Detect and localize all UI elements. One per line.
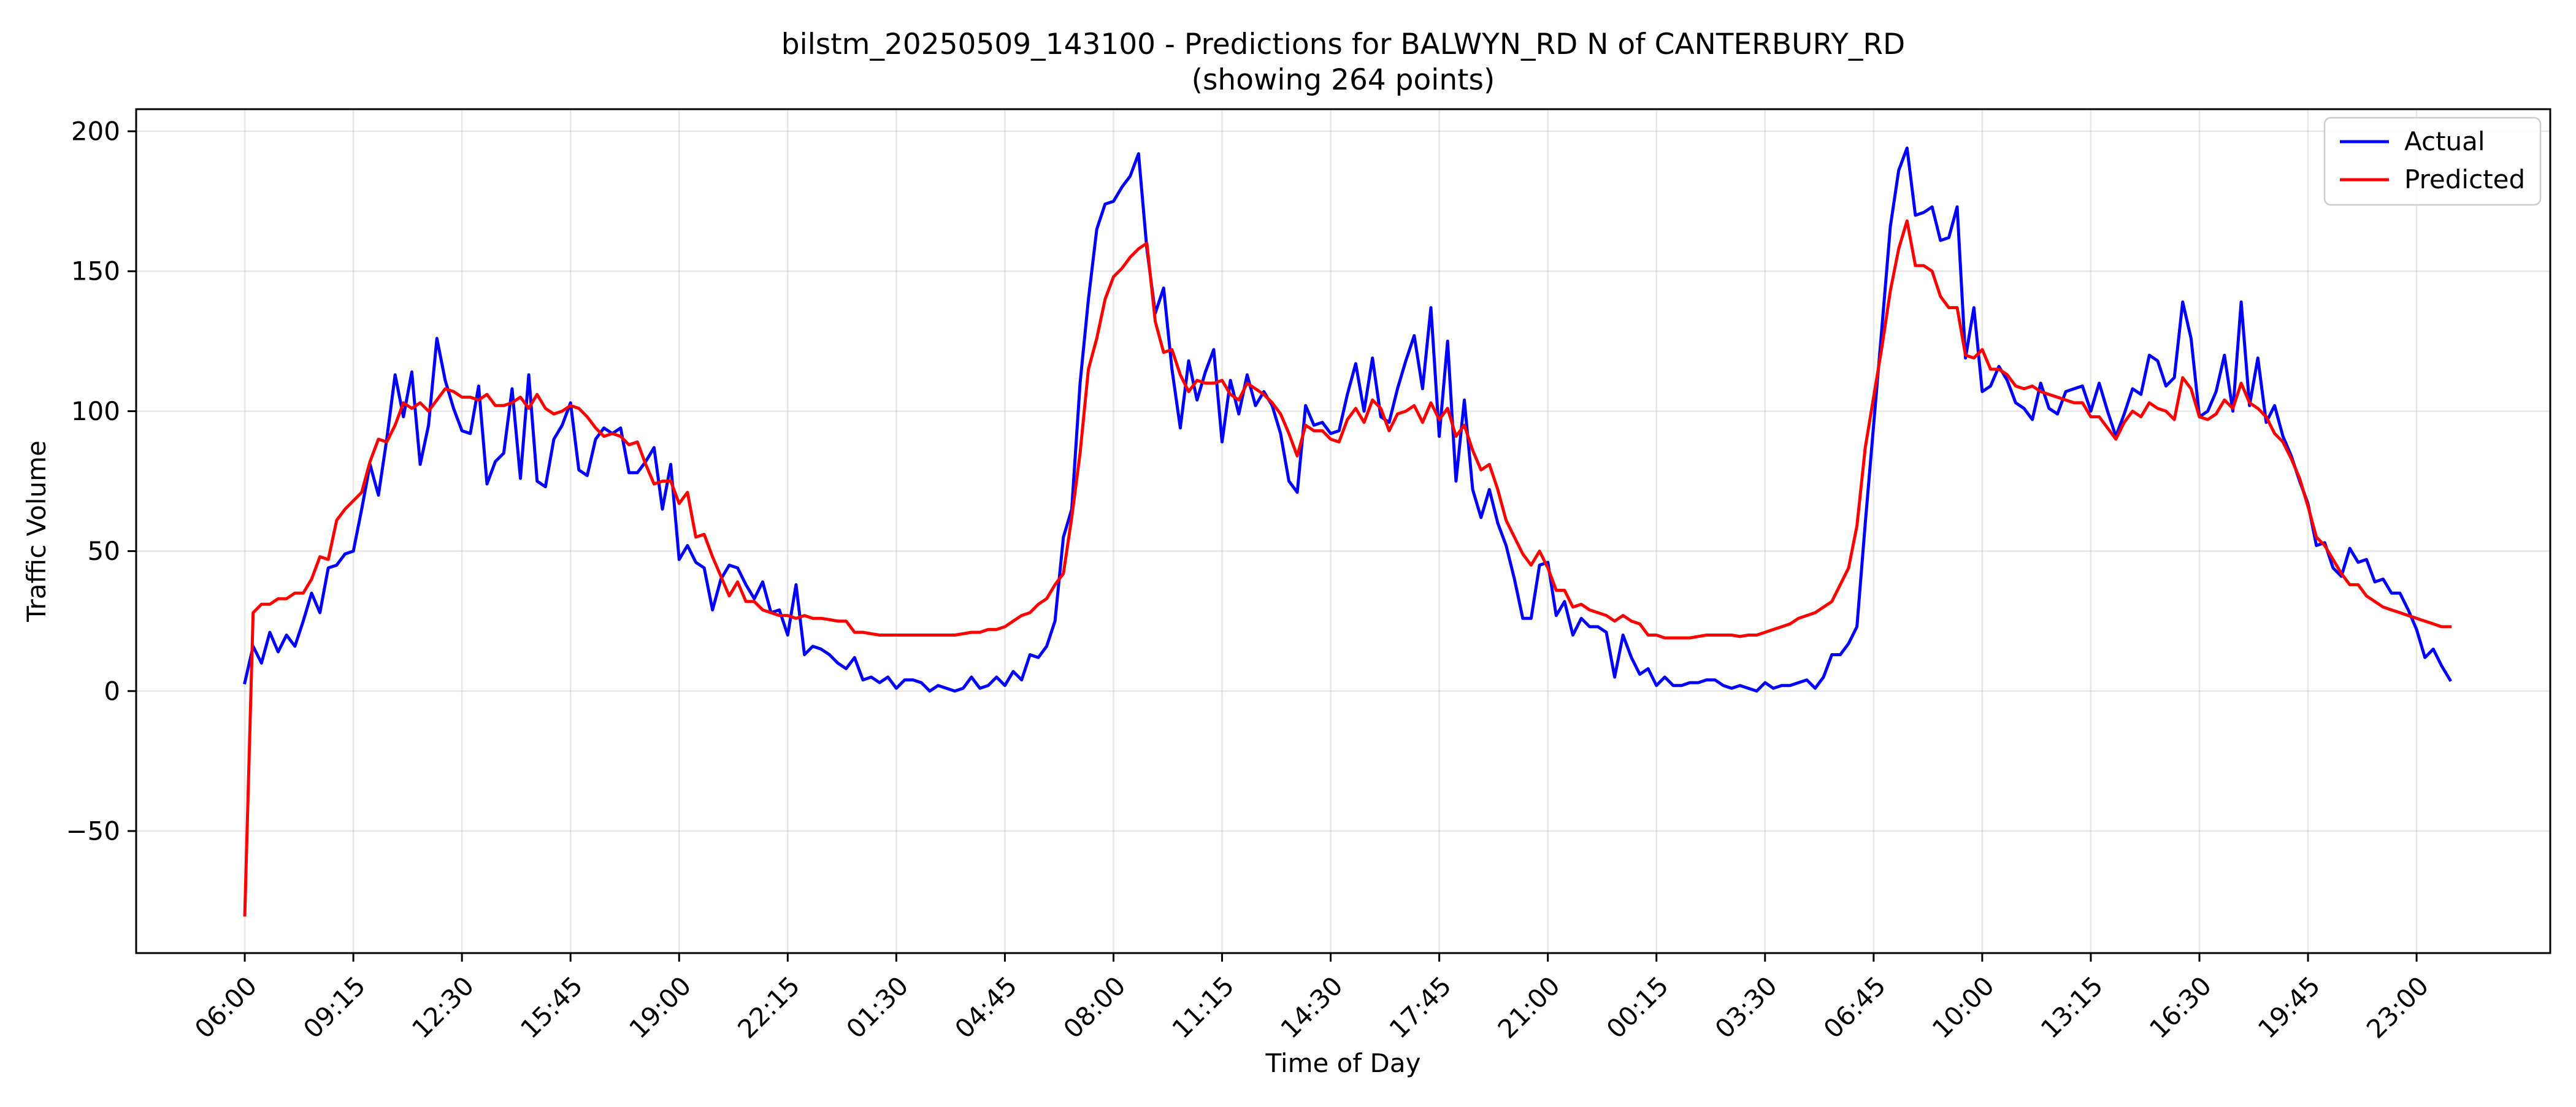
y-tick-label: 100 xyxy=(71,396,120,426)
plot-frame xyxy=(135,108,2551,954)
y-tick-label: 0 xyxy=(104,676,120,706)
series-layer xyxy=(243,146,2453,917)
x-axis-label: Time of Day xyxy=(1265,1048,1421,1078)
y-tick-label: 200 xyxy=(71,117,120,147)
y-axis-label: Traffic Volume xyxy=(21,440,52,622)
chart-title: bilstm_20250509_143100 - Predictions for… xyxy=(781,28,1905,61)
y-tick-label: 150 xyxy=(71,256,120,286)
legend: Actual Predicted xyxy=(2323,117,2542,206)
chart-subtitle: (showing 264 points) xyxy=(1192,63,1495,97)
legend-label-actual: Actual xyxy=(2404,126,2485,156)
y-axis: −50 0 50 100 150 200 xyxy=(66,117,136,846)
legend-box xyxy=(2323,117,2542,206)
legend-label-predicted: Predicted xyxy=(2404,164,2525,194)
series-line-predicted xyxy=(243,219,2452,917)
y-tick-label: 50 xyxy=(88,536,120,566)
y-tick-label: −50 xyxy=(66,816,120,846)
